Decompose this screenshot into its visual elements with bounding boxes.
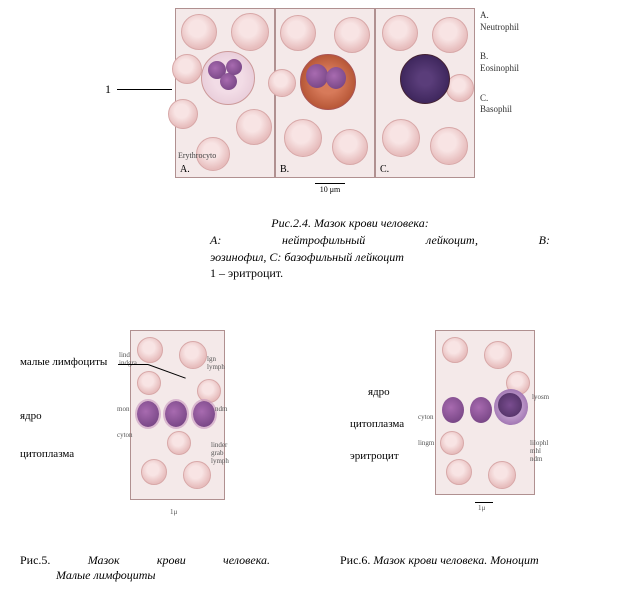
caption-2-4-line2: A: нейтрофильный лейкоцит, B: [150, 232, 550, 249]
fig5-caption-line1: Мазок крови человека. [88, 553, 270, 567]
panel-a-letter: A. [180, 164, 190, 175]
panel-b-eosinophil: B. [275, 8, 375, 178]
fig5-caption-line2: Малые лимфоциты [20, 568, 270, 583]
caption-2-4-title: Рис.2.4. Мазок крови человека: [150, 215, 550, 232]
side-c2: Basophil [480, 104, 519, 116]
panel-b-letter: B. [280, 164, 289, 175]
panel-c-letter: C. [380, 164, 389, 175]
side-a2: Neutrophil [480, 22, 519, 34]
erythrocyte-label: Erythrocyto [178, 151, 216, 160]
panel-a-neutrophil: A. Erythrocyto [175, 8, 275, 178]
annotation-1-number: 1 [105, 82, 111, 97]
side-labels: A. Neutrophil B. Eosinophil C. Basophil [480, 10, 519, 116]
fig5-label-nucleus: ядро [20, 410, 42, 422]
fig5-smear: lindindgra lgnlymph mon ndm cyton linder… [130, 330, 225, 500]
scale-bar: 10 μm [315, 183, 345, 194]
bottom-figures: lindindgra lgnlymph mon ndm cyton linder… [0, 320, 621, 560]
panel-c-basophil: C. [375, 8, 475, 178]
side-c: C. [480, 93, 519, 105]
side-a: A. [480, 10, 519, 22]
figure-2-4: A. Erythrocyto B. C. A. Neutrophil B. Eo… [175, 8, 505, 198]
fig6-caption-pref: Рис.6. [340, 553, 370, 567]
fig6-label-nucleus: ядро [368, 386, 390, 398]
annotation-1: 1 [105, 82, 172, 97]
side-b2: Eosinophil [480, 63, 519, 75]
fig6-smear: lyosm cyton lingm lilophlmhlndm [435, 330, 535, 495]
caption-2-4-note: 1 – эритроцит. [150, 265, 550, 282]
caption-fig-2-4: Рис.2.4. Мазок крови человека: A: нейтро… [150, 215, 550, 282]
caption-fig-5: Рис.5. Мазок крови человека. Малые лимфо… [20, 553, 270, 583]
caption-2-4-line3: эозинофил, C: базофильный лейкоцит [150, 249, 550, 266]
annotation-1-line [117, 89, 172, 90]
fig6-caption-rest: Мазок крови человека. Моноцит [370, 553, 538, 567]
fig6-label-cytoplasm: цитоплазма [350, 418, 404, 430]
fig6-label-erythrocyte: эритроцит [350, 450, 399, 462]
fig5-caption-pref: Рис.5. [20, 553, 50, 567]
fig5-label-cytoplasm: цитоплазма [20, 448, 74, 460]
scale-text: 10 μm [320, 185, 341, 194]
side-b: B. [480, 51, 519, 63]
fig5-label-lymphocytes: малые лимфоциты [20, 356, 107, 368]
caption-fig-6: Рис.6. Мазок крови человека. Моноцит [340, 553, 610, 568]
